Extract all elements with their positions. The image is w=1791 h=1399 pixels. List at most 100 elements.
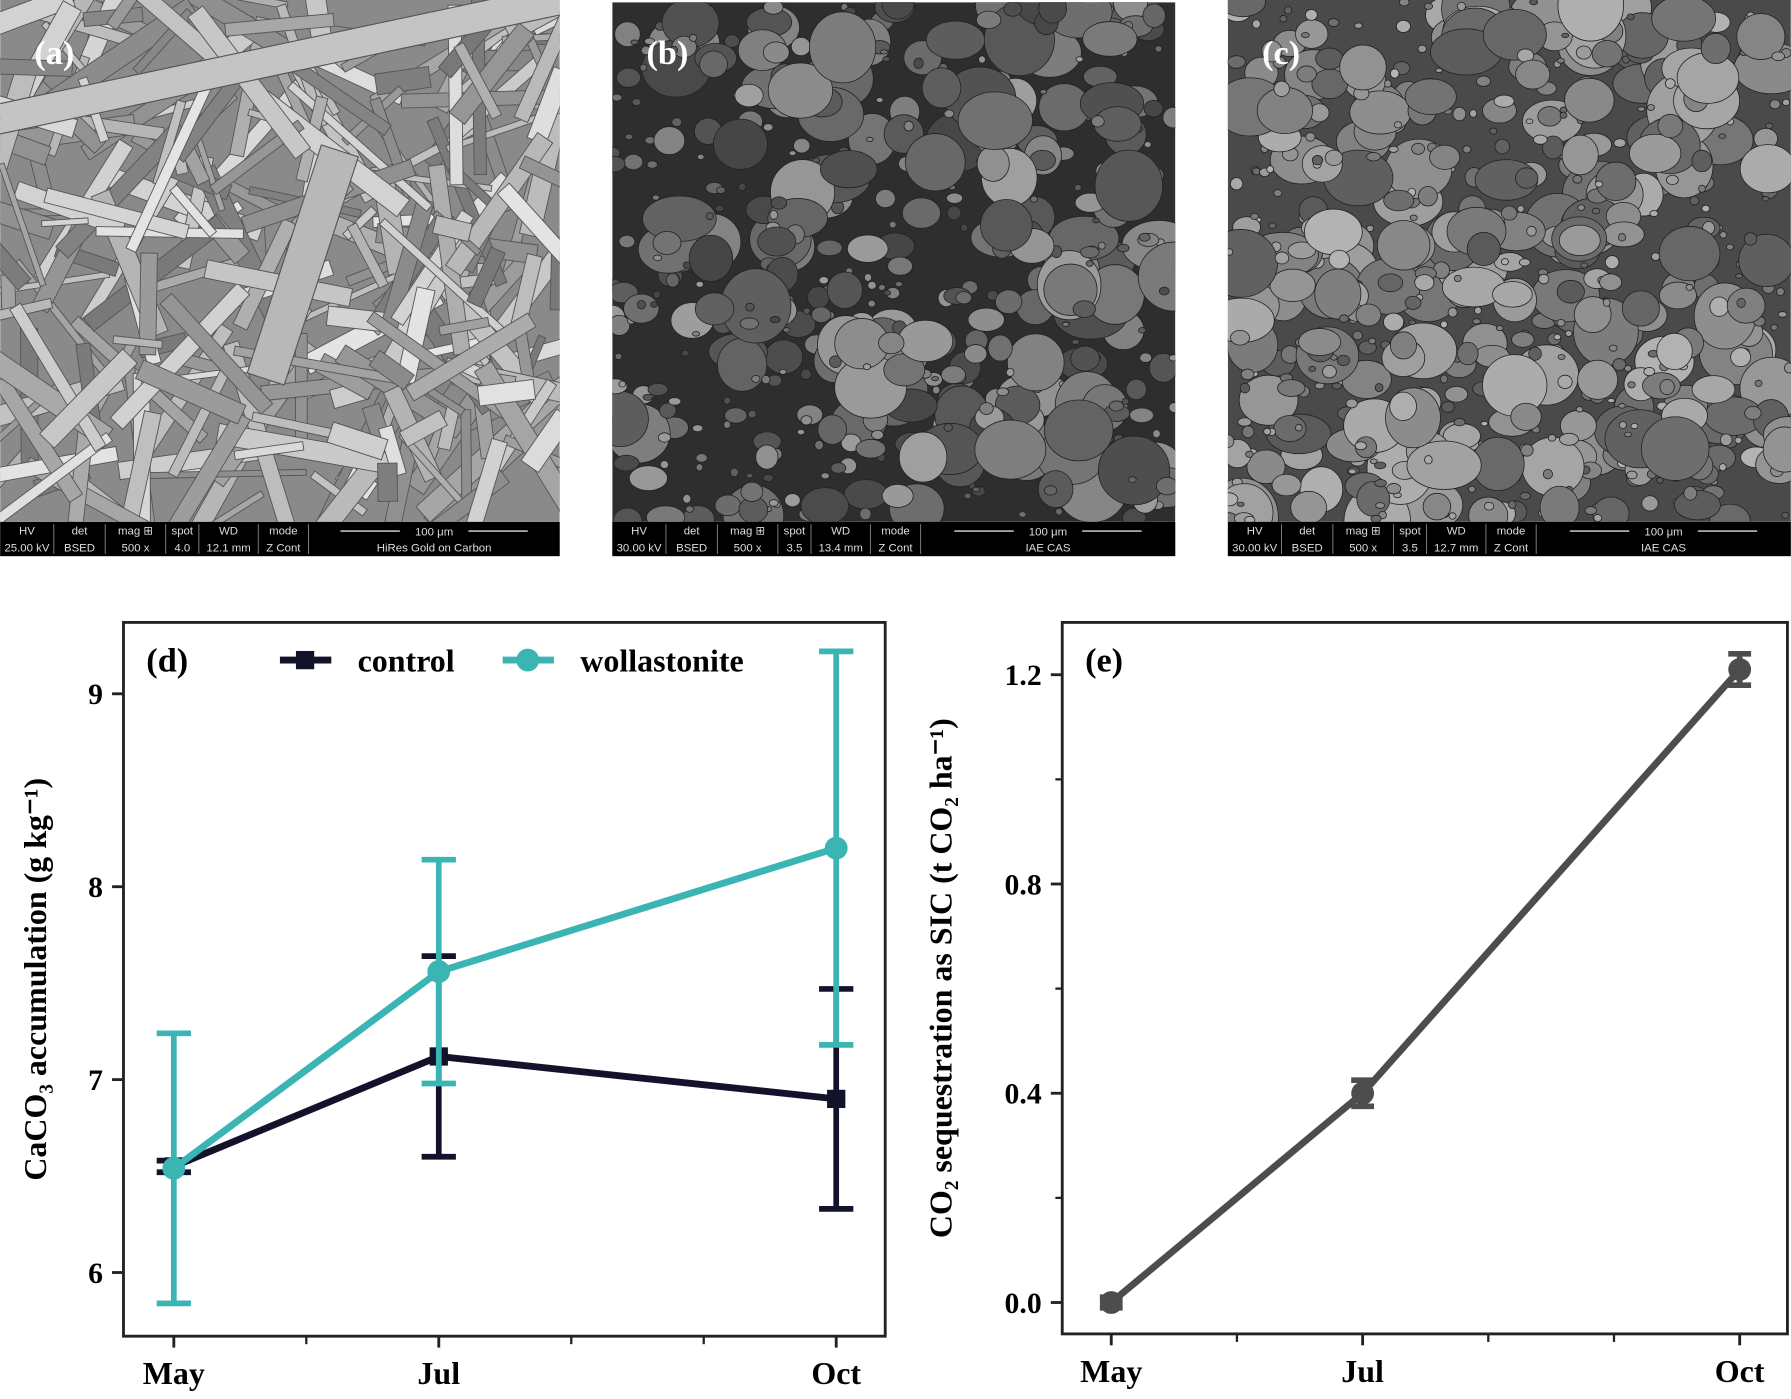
- sem-grain: [1656, 332, 1693, 371]
- info-value: BSED: [64, 543, 95, 555]
- sem-grain: [724, 407, 748, 424]
- sem-grain: [1769, 99, 1781, 110]
- sem-grain: [1539, 485, 1580, 522]
- sem-grain: [653, 126, 686, 156]
- sem-crystal: [398, 409, 448, 448]
- sem-grain: [1311, 155, 1324, 166]
- sem-grain: [1618, 421, 1627, 430]
- sem-grain: [1030, 195, 1038, 203]
- sem-grain: [769, 316, 781, 324]
- info-value: 3.5: [1402, 543, 1418, 555]
- sem-grain: [1651, 0, 1717, 42]
- sem-grain: [1726, 287, 1766, 324]
- sem-grain: [1457, 341, 1479, 366]
- sem-grain: [1003, 2, 1023, 17]
- sem-grain: [972, 486, 980, 493]
- info-value: 30.00 kV: [1232, 543, 1277, 555]
- sem-grain: [1489, 127, 1498, 135]
- sem-grain: [1128, 476, 1137, 484]
- sem-crystal: [0, 56, 73, 77]
- sem-grain: [747, 409, 757, 419]
- sem-grain: [1395, 19, 1411, 33]
- sem-grain: [642, 393, 654, 401]
- sem-grain: [1055, 507, 1063, 516]
- sem-grain: [613, 454, 640, 472]
- sem-grain: [901, 197, 941, 229]
- sem-grain: [882, 56, 891, 62]
- panel-label: (d): [146, 642, 188, 680]
- sem-grain: [1739, 144, 1791, 194]
- sem-grain: [1743, 232, 1758, 246]
- sem-grain: [1689, 195, 1700, 206]
- sem-grain: [865, 136, 874, 143]
- sem-crystal: [368, 349, 415, 391]
- sem-grain: [1529, 0, 1539, 6]
- info-header: mag ⊞: [118, 525, 153, 537]
- info-header: mode: [1497, 525, 1526, 537]
- info-header: spot: [784, 525, 806, 537]
- sem-grain: [724, 34, 740, 48]
- sem-grain: [1453, 418, 1466, 427]
- sem-grain: [913, 57, 924, 69]
- point: [1099, 1291, 1123, 1314]
- sem-grain: [694, 292, 735, 326]
- sem-grain: [987, 334, 1013, 362]
- sem-grain: [1374, 461, 1387, 470]
- sem-grain: [618, 380, 627, 388]
- sem-grain: [612, 314, 631, 336]
- sem-grain: [800, 487, 850, 522]
- series-line: [172, 1052, 837, 1170]
- sem-grain: [1398, 0, 1410, 7]
- sem-grain: [1557, 374, 1573, 389]
- sem-grain: [1062, 321, 1070, 327]
- sem-crystal: [374, 65, 432, 96]
- sem-grain: [1580, 262, 1589, 269]
- sem-crystal: [326, 421, 389, 461]
- sem-grain: [1510, 402, 1542, 431]
- sem-grain: [1515, 167, 1539, 189]
- sem-grain: [768, 499, 779, 507]
- plot-frame: [122, 620, 887, 1338]
- point: [1728, 658, 1752, 681]
- sem-grain: [1322, 364, 1337, 379]
- sem-crystal: [496, 182, 560, 277]
- sem-grain: [1370, 514, 1382, 522]
- sem-grain: [1771, 51, 1785, 62]
- sem-crystal: [466, 246, 506, 308]
- sem-grain: [1168, 402, 1176, 413]
- sem-grain: [1511, 331, 1535, 348]
- sem-grain: [1368, 337, 1377, 345]
- sem-grain: [637, 300, 646, 310]
- sem-grain: [1154, 45, 1163, 53]
- sem-grain: [1273, 80, 1290, 97]
- sem-grain: [1240, 368, 1255, 380]
- sem-grain: [1274, 251, 1290, 265]
- sem-image: [0, 0, 560, 522]
- sem-grain: [1474, 306, 1482, 315]
- sem-grain: [1227, 55, 1246, 69]
- sem-grain: [1044, 399, 1114, 462]
- sem-grain: [1630, 423, 1639, 430]
- sem-grain: [843, 479, 889, 510]
- info-value: 30.00 kV: [617, 543, 662, 555]
- plot-frame: [1060, 620, 1789, 1336]
- sem-grain: [1355, 303, 1382, 327]
- y-axis-label: CO₂ sequestration as SIC (t CO₂ ha⁻¹): [923, 718, 958, 1238]
- sem-grain: [1744, 405, 1762, 421]
- sem-grain: [800, 368, 812, 380]
- sem-grain: [1646, 104, 1655, 111]
- sem-grain: [994, 289, 1023, 315]
- info-header: HV: [19, 525, 35, 537]
- sem-grain: [1315, 47, 1344, 70]
- sem-grain: [1018, 511, 1027, 518]
- sem-grain: [696, 153, 705, 161]
- sem-grain: [755, 444, 779, 470]
- sem-grain: [1557, 354, 1566, 360]
- sem-grain: [1698, 184, 1706, 193]
- info-value: 500 x: [1349, 543, 1377, 555]
- info-note: HiRes Gold on Carbon: [377, 543, 492, 555]
- sem-grain: [630, 39, 639, 45]
- sem-grain: [1480, 420, 1489, 427]
- sem-grain: [1564, 330, 1573, 337]
